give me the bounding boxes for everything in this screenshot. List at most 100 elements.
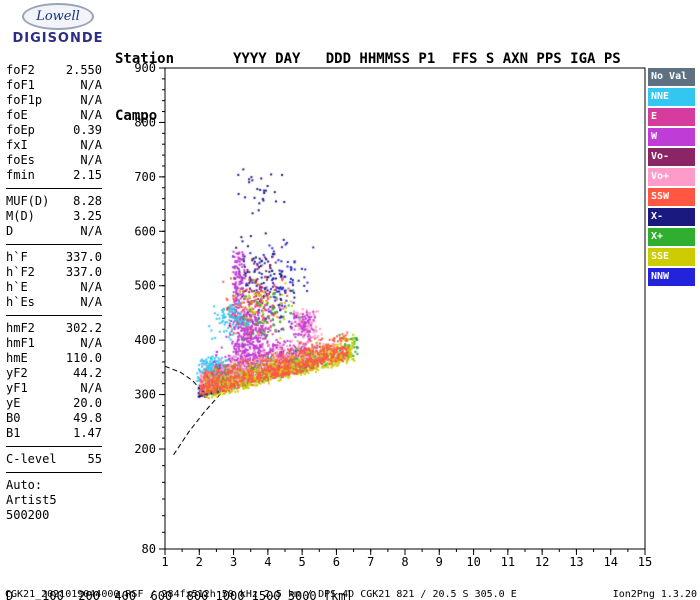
param-label: D (6, 224, 14, 238)
param-label: B1 (6, 426, 21, 440)
lowell-logo-oval: Lowell (22, 3, 94, 30)
param-row: D N/A (6, 224, 102, 239)
y-axis-label: 200 (134, 442, 156, 456)
param-row: fxI N/A (6, 138, 102, 153)
x-axis-label: 11 (501, 555, 515, 569)
echo-scatter-canvas (165, 68, 645, 549)
x-axis-label: 13 (569, 555, 583, 569)
x-axis-label: 4 (264, 555, 271, 569)
d-muf-table: D 100 200 400 600 800 1000 1500 3000 [km… (6, 566, 360, 600)
param-row: Artist5 (6, 493, 102, 508)
legend-item-nnw: NNW (648, 268, 695, 286)
param-label: M(D) (6, 209, 35, 223)
x-axis-label: 3 (230, 555, 237, 569)
param-group-separator (6, 472, 102, 473)
param-row: hmF1 N/A (6, 336, 102, 351)
status-right: Ion2Png 1.3.20 (612, 589, 697, 600)
x-axis-label: 7 (367, 555, 374, 569)
param-group-separator (6, 315, 102, 316)
param-row: foF1p N/A (6, 93, 102, 108)
param-row: h`E N/A (6, 280, 102, 295)
param-value: 110.0 (65, 351, 102, 365)
x-axis: 1 2 3 4 5 6 7 8 9 10 11 12 13 14 15 (161, 549, 652, 569)
param-label: 500200 (6, 508, 50, 522)
param-value: N/A (80, 78, 102, 92)
param-label: C-level (6, 452, 57, 466)
lowell-logo: Lowell DIGISONDE (6, 3, 110, 46)
x-axis-label: 1 (161, 555, 168, 569)
param-label: hmF2 (6, 321, 35, 335)
param-label: Auto: (6, 478, 43, 492)
y-axis-label: 800 (134, 115, 156, 129)
legend-item-vo+: Vo+ (648, 168, 695, 186)
param-value: N/A (80, 280, 102, 294)
legend-item-ssw: SSW (648, 188, 695, 206)
param-label: foEs (6, 153, 35, 167)
param-label: yE (6, 396, 21, 410)
param-row: foF1 N/A (6, 78, 102, 93)
param-group-separator (6, 244, 102, 245)
x-axis-label: 14 (603, 555, 617, 569)
param-row: hmE 110.0 (6, 351, 102, 366)
param-value: 337.0 (65, 265, 102, 279)
param-value: N/A (80, 224, 102, 238)
param-row: h`F2 337.0 (6, 265, 102, 280)
param-label: Artist5 (6, 493, 57, 507)
param-value: 1.47 (73, 426, 102, 440)
y-axis-label: 600 (134, 224, 156, 238)
ionogram-chart: 900 800 700 600 500 400 300 200 80 1 2 3 4 5 6 7 8 9 10 11 1… (120, 60, 660, 572)
x-axis-label: 12 (535, 555, 549, 569)
legend-item-e: E (648, 108, 695, 126)
y-axis-label: 500 (134, 279, 156, 293)
param-row: yE 20.0 (6, 396, 102, 411)
legend-item-x-: X- (648, 208, 695, 226)
y-axis-label: 900 (134, 61, 156, 75)
x-axis-label: 6 (333, 555, 340, 569)
x-axis-label: 15 (638, 555, 652, 569)
param-label: fxI (6, 138, 28, 152)
param-group-separator (6, 446, 102, 447)
legend-item-no-val: No Val (648, 68, 695, 86)
x-axis-label: 10 (466, 555, 480, 569)
param-row: h`F 337.0 (6, 250, 102, 265)
param-value: N/A (80, 108, 102, 122)
param-value: 302.2 (65, 321, 102, 335)
param-value: N/A (80, 336, 102, 350)
param-value: N/A (80, 138, 102, 152)
y-axis-label: 700 (134, 170, 156, 184)
param-row: hmF2 302.2 (6, 321, 102, 336)
param-row: foE N/A (6, 108, 102, 123)
logo-lowell-text: Lowell (36, 9, 80, 24)
param-value: 3.25 (73, 209, 102, 223)
param-value: 337.0 (65, 250, 102, 264)
legend-item-sse: SSE (648, 248, 695, 266)
x-axis-label: 5 (299, 555, 306, 569)
param-label: B0 (6, 411, 21, 425)
status-left: CGK21_2021019044000.RSF / 284fx512h 50 k… (5, 589, 517, 600)
y-axis: 900 800 700 600 500 400 300 200 80 (134, 61, 165, 556)
param-label: h`F (6, 250, 28, 264)
parameter-panel: foF2 2.550 foF1 N/A foF1p N/A foE N/A foEp 0.39 fx… (6, 63, 102, 523)
param-label: foEp (6, 123, 35, 137)
x-axis-label: 8 (401, 555, 408, 569)
param-label: foF1p (6, 93, 43, 107)
param-row: foEp 0.39 (6, 123, 102, 138)
param-label: fmin (6, 168, 35, 182)
param-row: B0 49.8 (6, 411, 102, 426)
legend-item-vo-: Vo- (648, 148, 695, 166)
param-value: 0.39 (73, 123, 102, 137)
param-value: N/A (80, 295, 102, 309)
param-row: yF2 44.2 (6, 366, 102, 381)
param-label: yF2 (6, 366, 28, 380)
direction-legend: No Val NNE E W Vo- Vo+ SSW X- X+ SSE NNW (648, 68, 695, 288)
param-value: N/A (80, 93, 102, 107)
y-axis-label: 300 (134, 388, 156, 402)
param-value: 8.28 (73, 194, 102, 208)
param-value: N/A (80, 153, 102, 167)
legend-item-x+: X+ (648, 228, 695, 246)
param-label: MUF(D) (6, 194, 50, 208)
param-label: hmE (6, 351, 28, 365)
param-row: M(D) 3.25 (6, 209, 102, 224)
x-axis-label: 9 (436, 555, 443, 569)
